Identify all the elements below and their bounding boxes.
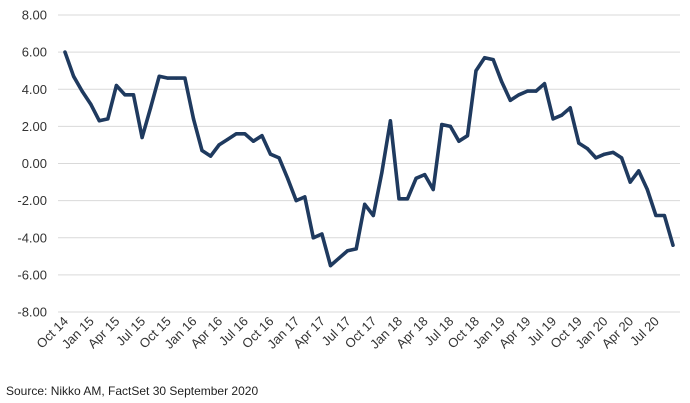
data-point [577,141,581,145]
data-point [217,143,221,147]
data-point [166,76,170,80]
y-tick-label: -8.00 [17,305,47,320]
data-point [286,176,290,180]
data-point [97,119,101,123]
data-point [517,93,521,97]
y-tick-label: 2.00 [22,119,47,134]
data-point [303,195,307,199]
source-note: Source: Nikko AM, FactSet 30 September 2… [6,384,259,398]
data-point [89,102,93,106]
data-point [440,122,444,127]
y-tick-label: 6.00 [22,45,47,60]
x-tick-label: Jul 20 [627,314,662,349]
data-point [114,83,118,88]
data-point [243,132,247,136]
gridlines [58,14,680,313]
y-tick-label: -6.00 [17,267,47,282]
data-point [448,124,452,128]
y-axis-tick-labels: 8.00 6.00 4.00 2.00 0.00 -2.00 -4.00 -6.00 -8.00 [17,8,47,320]
data-point [328,264,333,268]
data-point [457,139,461,143]
data-point [525,89,530,93]
data-point [602,152,607,156]
data-point [414,176,418,180]
data-point [123,93,127,97]
y-tick-label: -2.00 [17,193,47,208]
data-point [628,180,632,184]
series-line [63,50,675,268]
data-point [654,213,658,218]
data-point [371,213,375,218]
data-point [671,243,675,247]
data-point [645,187,649,192]
data-point [431,187,435,192]
data-point [294,199,298,203]
data-point [268,152,273,156]
data-point [560,113,564,117]
data-point [149,106,153,110]
data-point [474,69,478,73]
data-point [346,249,350,253]
data-point [637,169,641,173]
data-point [585,147,590,151]
y-tick-label: 4.00 [22,82,47,97]
data-point [63,50,67,54]
data-point [508,98,512,102]
data-point [405,197,410,201]
data-point [226,137,230,141]
data-point [157,74,161,78]
data-point [534,89,538,93]
data-point [594,156,598,160]
data-point [140,135,144,140]
data-point [397,197,401,201]
data-point [106,117,110,121]
data-point [200,148,204,153]
data-point [260,134,264,138]
data-point [183,76,187,80]
data-point [500,80,504,84]
data-point [491,58,495,62]
data-point [662,213,667,218]
y-tick-label: 0.00 [22,156,47,171]
data-point [311,236,315,240]
data-point [620,156,624,160]
data-point [251,139,255,143]
data-point [209,154,213,158]
data-point [611,150,615,154]
data-point [380,171,384,175]
y-tick-label: -4.00 [17,230,47,245]
data-point [354,247,358,251]
data-point [551,117,555,121]
series-layer [63,50,675,268]
data-point [465,134,470,138]
data-point [277,156,281,160]
data-point [191,117,196,121]
data-point [337,256,341,260]
y-tick-label: 8.00 [22,8,47,23]
data-point [131,93,136,97]
data-point [388,119,392,123]
data-point [80,89,84,93]
data-point [423,173,427,177]
data-point [72,74,76,78]
data-point [320,232,324,236]
data-point [363,202,367,206]
data-point [234,132,238,136]
data-point [483,56,487,60]
data-point [568,106,572,110]
data-point [174,76,178,80]
data-point [542,82,547,86]
